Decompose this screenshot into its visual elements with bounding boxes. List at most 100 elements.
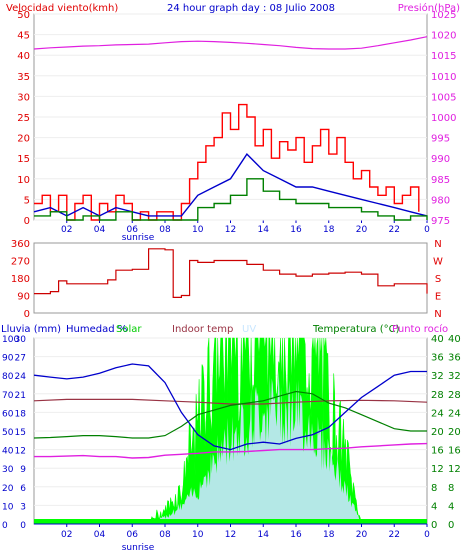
temp-tick-right-36: 36: [448, 353, 461, 364]
pressure-tick-985: 985: [431, 175, 450, 186]
legend-humedad: Humedad %: [66, 324, 127, 335]
temp-tick-right-8: 8: [448, 483, 454, 494]
x-tick-bottom-22: 22: [389, 530, 400, 540]
direction-tick-0: 0: [24, 309, 30, 320]
x-tick-top-14: 14: [258, 225, 270, 235]
lluvia-tick-0: 0: [20, 521, 26, 531]
x-tick-top-0: 0: [424, 225, 430, 235]
legend-indoor: Indoor temp: [172, 324, 233, 335]
wind-tick-45: 45: [17, 31, 30, 42]
lluvia-tick-12: 12: [15, 447, 26, 457]
x-tick-bottom-06: 06: [127, 530, 139, 540]
pressure-tick-995: 995: [431, 134, 450, 145]
lluvia-tick-9: 9: [20, 465, 26, 475]
tick-label-layer: 0202040406060808101012121414161618182020…: [2, 10, 461, 540]
direction-tick-270: 270: [11, 257, 30, 268]
x-tick-bottom-08: 08: [159, 530, 171, 540]
temp-tick-24: 24: [431, 408, 444, 419]
humidity-tick-80: 80: [2, 372, 14, 382]
temp-tick-8: 8: [431, 483, 437, 494]
temp-tick-4: 4: [431, 501, 437, 512]
pressure-tick-990: 990: [431, 154, 450, 165]
lluvia-tick-27: 27: [15, 354, 26, 364]
temp-tick-28: 28: [431, 390, 444, 401]
pressure-tick-1010: 1010: [431, 72, 456, 83]
temp-tick-20: 20: [431, 427, 444, 438]
x-tick-bottom-0: 0: [424, 530, 430, 540]
series-uv: [132, 370, 362, 524]
temp-tick-32: 32: [431, 371, 444, 382]
series-ráfaga: [34, 178, 428, 221]
temp-tick-40: 40: [431, 334, 444, 345]
wind-tick-35: 35: [17, 72, 30, 83]
humidity-tick-50: 50: [2, 428, 14, 438]
temp-tick-right-16: 16: [448, 446, 461, 457]
series-temperatura: [33, 390, 427, 439]
x-tick-top-18: 18: [323, 225, 335, 235]
humidity-tick-0: 0: [2, 521, 8, 531]
x-tick-bottom-14: 14: [258, 530, 270, 540]
direction-tick-360: 360: [11, 239, 30, 250]
sunrise-label-top: sunrise: [122, 233, 155, 243]
temp-tick-0: 0: [431, 520, 437, 531]
compass-label-3: E: [435, 292, 441, 303]
legend-solar: Solar: [116, 324, 142, 335]
direction-tick-90: 90: [17, 292, 30, 303]
temp-tick-right-32: 32: [448, 371, 461, 382]
lluvia-tick-21: 21: [15, 391, 26, 401]
series-indoor-temp: [33, 398, 428, 405]
sunrise-label-bottom: sunrise: [122, 543, 155, 552]
wind-tick-25: 25: [17, 113, 30, 124]
temp-tick-right-28: 28: [448, 390, 461, 401]
temp-tick-36: 36: [431, 353, 444, 364]
series-presión: [33, 36, 428, 50]
temp-tick-right-12: 12: [448, 464, 461, 475]
temp-tick-right-24: 24: [448, 408, 461, 419]
wind-tick-20: 20: [17, 134, 30, 145]
temp-tick-16: 16: [431, 446, 444, 457]
legend-lluvia: Lluvia (mm): [1, 324, 61, 335]
direction-tick-180: 180: [11, 274, 30, 285]
x-tick-top-10: 10: [192, 225, 204, 235]
wind-tick-15: 15: [17, 154, 30, 165]
wind-direction-panel: [33, 242, 428, 314]
wind-tick-30: 30: [17, 92, 30, 103]
series-humedad: [33, 363, 427, 451]
humidity-tick-40: 40: [2, 447, 14, 457]
x-tick-bottom-12: 12: [225, 530, 236, 540]
pressure-tick-975: 975: [431, 216, 450, 227]
x-tick-bottom-18: 18: [323, 530, 335, 540]
lluvia-tick-15: 15: [15, 428, 26, 438]
solar-uv-layer: [34, 337, 427, 525]
pressure-tick-1025: 1025: [431, 10, 456, 21]
humidity-tick-20: 20: [2, 484, 14, 494]
humidity-tick-60: 60: [2, 409, 14, 419]
lluvia-tick-30: 30: [15, 335, 27, 345]
compass-label-2: S: [435, 274, 441, 285]
x-tick-top-16: 16: [290, 225, 302, 235]
series-velocidad-viento: [34, 103, 420, 221]
humidity-tick-90: 90: [2, 354, 14, 364]
x-tick-top-02: 02: [61, 225, 72, 235]
pressure-tick-1020: 1020: [431, 31, 456, 42]
x-tick-top-12: 12: [225, 225, 236, 235]
legend-temperatura: Temperatura (°C): [312, 324, 400, 335]
lluvia-tick-24: 24: [15, 372, 27, 382]
temp-tick-right-20: 20: [448, 427, 461, 438]
wind-tick-50: 50: [17, 10, 30, 21]
temp-tick-right-40: 40: [448, 334, 461, 345]
x-tick-bottom-10: 10: [192, 530, 204, 540]
wind-axis-label: Velocidad viento(kmh): [6, 3, 118, 14]
x-tick-bottom-04: 04: [94, 530, 106, 540]
pressure-tick-1015: 1015: [431, 51, 456, 62]
series-direction: [34, 248, 428, 298]
lluvia-tick-3: 3: [20, 502, 26, 512]
temp-tick-12: 12: [431, 464, 444, 475]
series-viento-medio: [33, 152, 428, 217]
temp-tick-right-4: 4: [448, 501, 454, 512]
x-tick-top-20: 20: [356, 225, 368, 235]
humidity-tick-30: 30: [2, 465, 14, 475]
series-layer: [33, 36, 428, 525]
x-tick-top-22: 22: [389, 225, 400, 235]
